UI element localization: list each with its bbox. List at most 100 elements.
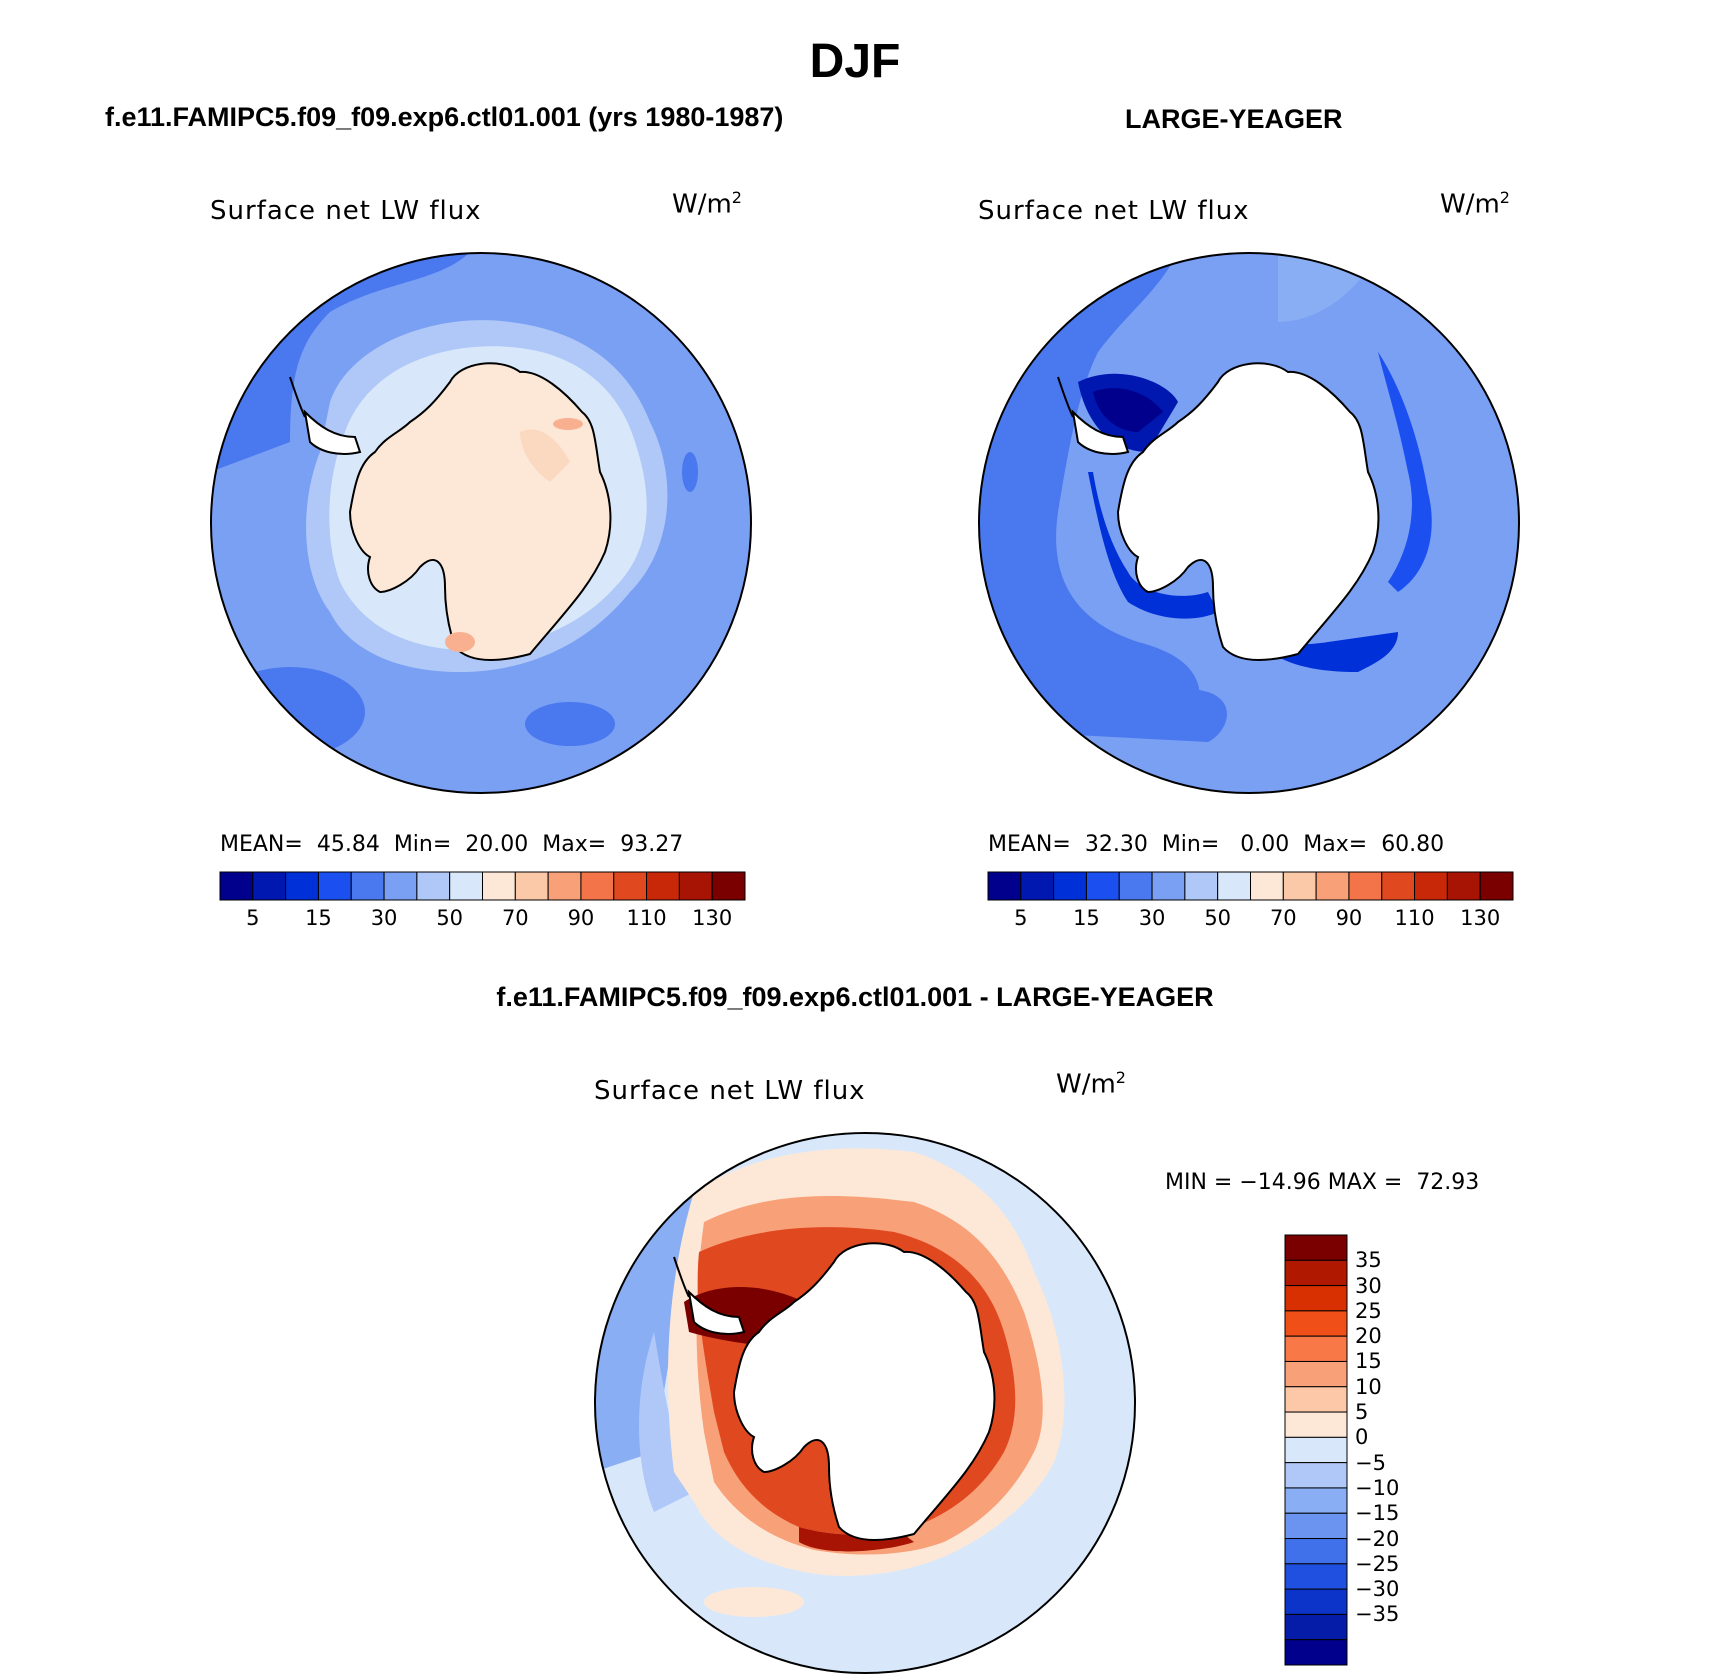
colorbar-swatch <box>449 871 483 901</box>
colorbar-tick-label: 30 <box>1355 1273 1382 1298</box>
colorbar-tick-label: 110 <box>1394 906 1435 930</box>
colorbar-swatch <box>1446 871 1481 901</box>
colorbar-swatch <box>1151 871 1186 901</box>
colorbar-swatch <box>252 871 287 901</box>
colorbar-swatch <box>987 871 1022 901</box>
test-units: W/m2 <box>672 188 742 220</box>
colorbar-swatch <box>1118 871 1153 901</box>
colorbar-swatch <box>1284 1563 1348 1590</box>
test-stats: MEAN= 45.84 Min= 20.00 Max= 93.27 <box>220 832 684 857</box>
colorbar-swatch <box>1348 871 1383 901</box>
colorbar-swatch <box>1284 1234 1348 1261</box>
colorbar-tick-label: 90 <box>567 906 595 930</box>
colorbar-swatch <box>416 871 451 901</box>
colorbar-tick-label: 15 <box>1073 906 1100 930</box>
colorbar-swatch <box>1284 1512 1348 1540</box>
colorbar-swatch <box>613 871 648 901</box>
colorbar-tick-label: 30 <box>370 906 398 930</box>
colorbar-tick-label: 0 <box>1355 1425 1369 1450</box>
colorbar-swatch <box>514 871 549 901</box>
diff-title: f.e11.FAMIPC5.f09_f09.exp6.ctl01.001 - L… <box>496 982 1214 1012</box>
colorbar-tick-label: −30 <box>1355 1577 1400 1602</box>
colorbar-tick-label: 130 <box>1460 906 1501 930</box>
colorbar-tick-label: 70 <box>1269 906 1297 930</box>
diff-polar-map <box>594 1132 1136 1674</box>
diff-colorbar <box>1284 1234 1348 1666</box>
colorbar-tick-label: 5 <box>1355 1400 1369 1425</box>
colorbar-tick-label: −20 <box>1355 1526 1400 1551</box>
colorbar-tick-label: 25 <box>1355 1298 1382 1323</box>
colorbar-swatch <box>547 871 582 901</box>
colorbar-swatch <box>1284 1588 1348 1615</box>
colorbar-tick-label: 50 <box>1204 906 1232 930</box>
colorbar-swatch <box>1250 871 1284 901</box>
colorbar-tick-label: −10 <box>1355 1475 1400 1500</box>
colorbar-swatch <box>1284 1538 1348 1565</box>
colorbar-swatch <box>1284 1436 1348 1464</box>
test-case-title: f.e11.FAMIPC5.f09_f09.exp6.ctl01.001 (yr… <box>105 102 784 132</box>
season-title: DJF <box>809 35 901 88</box>
colorbar-tick-label: −35 <box>1355 1602 1400 1627</box>
test-variable-title: Surface net LW flux <box>210 196 482 226</box>
colorbar-swatch <box>317 871 352 901</box>
diff-units: W/m2 <box>1056 1068 1126 1100</box>
colorbar-tick-label: 70 <box>501 906 529 930</box>
colorbar-tick-label: −15 <box>1355 1501 1400 1526</box>
colorbar-swatch <box>1284 1285 1348 1312</box>
colorbar-swatch <box>350 871 385 901</box>
test-colorbar-labels: 5 15 30 50 70 90 110 130 <box>220 906 745 936</box>
colorbar-tick-label: 35 <box>1355 1248 1382 1273</box>
test-polar-map <box>210 252 752 794</box>
obs-colorbar-labels: 5 15 30 50 70 90 110 130 <box>988 906 1513 936</box>
colorbar-tick-label: 20 <box>1355 1324 1382 1349</box>
colorbar-tick-label: 15 <box>305 906 332 930</box>
colorbar-tick-label: 90 <box>1335 906 1363 930</box>
colorbar-tick-label: −25 <box>1355 1551 1400 1576</box>
colorbar-swatch <box>646 871 680 901</box>
diff-variable-title: Surface net LW flux <box>594 1076 866 1106</box>
colorbar-swatch <box>1284 1411 1348 1438</box>
obs-case-title: LARGE-YEAGER <box>1125 104 1343 134</box>
colorbar-tick-label: −5 <box>1355 1450 1386 1475</box>
obs-colorbar <box>987 871 1514 901</box>
colorbar-swatch <box>219 871 254 901</box>
colorbar-tick-label: 10 <box>1355 1374 1382 1399</box>
colorbar-tick-label: 30 <box>1138 906 1166 930</box>
colorbar-swatch <box>1184 871 1219 901</box>
colorbar-tick-label: 110 <box>626 906 667 930</box>
colorbar-swatch <box>1284 1310 1348 1337</box>
colorbar-swatch <box>1315 871 1350 901</box>
colorbar-tick-label: 15 <box>1355 1349 1382 1374</box>
colorbar-swatch <box>1053 871 1087 901</box>
diff-colorbar-labels: 35 30 25 20 15 10 5 0 −5 −10 −15 −20 −25 −30 −35 <box>1355 1235 1425 1665</box>
obs-polar-map <box>978 252 1520 794</box>
colorbar-tick-label: 130 <box>692 906 733 930</box>
colorbar-swatch <box>1217 871 1251 901</box>
colorbar-swatch <box>1284 1487 1348 1514</box>
colorbar-tick-label: 5 <box>246 906 260 930</box>
colorbar-swatch <box>482 871 516 901</box>
colorbar-swatch <box>285 871 319 901</box>
colorbar-swatch <box>1284 1386 1348 1413</box>
colorbar-swatch <box>711 871 746 901</box>
colorbar-swatch <box>1020 871 1055 901</box>
colorbar-tick-label: 5 <box>1014 906 1028 930</box>
colorbar-swatch <box>1284 1360 1348 1388</box>
test-colorbar <box>219 871 746 901</box>
colorbar-swatch <box>1284 1613 1348 1641</box>
colorbar-swatch <box>1284 1259 1348 1287</box>
colorbar-swatch <box>383 871 418 901</box>
colorbar-swatch <box>1479 871 1514 901</box>
colorbar-swatch <box>1085 871 1120 901</box>
colorbar-swatch <box>1414 871 1448 901</box>
obs-units: W/m2 <box>1440 188 1510 220</box>
colorbar-swatch <box>1282 871 1317 901</box>
colorbar-swatch <box>678 871 713 901</box>
colorbar-swatch <box>1381 871 1416 901</box>
colorbar-swatch <box>1284 1335 1348 1362</box>
colorbar-swatch <box>580 871 615 901</box>
colorbar-swatch <box>1284 1639 1348 1666</box>
colorbar-swatch <box>1284 1462 1348 1489</box>
diff-stats: MIN = −14.96 MAX = 72.93 <box>1165 1170 1480 1195</box>
obs-stats: MEAN= 32.30 Min= 0.00 Max= 60.80 <box>988 832 1445 857</box>
